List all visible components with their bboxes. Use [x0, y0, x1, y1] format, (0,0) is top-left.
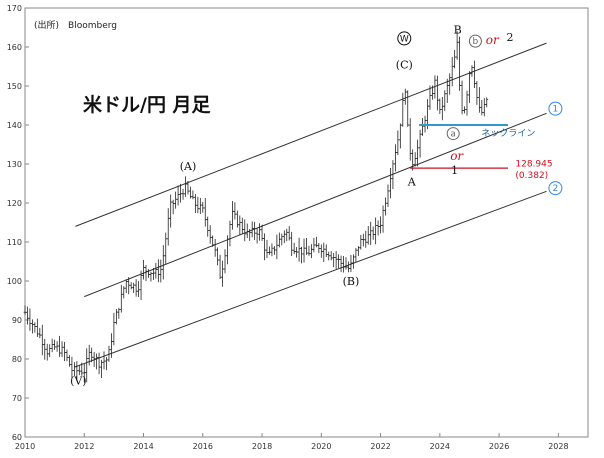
circle-2-label: 2	[553, 184, 559, 194]
level-lines	[410, 124, 508, 169]
chart-title: 米ドル/円 月足	[83, 93, 212, 116]
y-axis-labels: 60 70 80 90 100 110 120 130 140 150 160 170	[7, 4, 22, 442]
channel-lines	[75, 42, 547, 368]
y-tick-label: 140	[7, 121, 22, 130]
axis-ticks	[24, 7, 559, 438]
x-tick-label: 2014	[133, 442, 153, 451]
wave-2-label: 2	[507, 31, 514, 44]
circle-a-label: a	[450, 130, 456, 140]
y-tick-label: 130	[7, 160, 22, 169]
y-tick-label: 120	[7, 199, 22, 208]
circle-b-label: b	[473, 37, 479, 47]
y-tick-label: 150	[7, 82, 22, 91]
x-tick-label: 2022	[370, 442, 390, 451]
wave-label: (B)	[343, 275, 360, 288]
x-tick-label: 2010	[15, 442, 35, 451]
plot-frame	[24, 7, 589, 438]
y-tick-label: 160	[7, 43, 22, 52]
circle-w-label: W	[400, 34, 409, 44]
y-tick-label: 80	[12, 355, 22, 364]
wave-label: A	[407, 175, 417, 188]
channel-line	[75, 42, 547, 227]
circle-1-marker: 1	[548, 101, 563, 116]
plot-border	[24, 7, 589, 438]
channel-line	[84, 112, 547, 298]
y-tick-label: 70	[12, 394, 22, 403]
circle-2-marker: 2	[548, 181, 563, 196]
channel-line	[75, 190, 547, 368]
y-tick-label: 110	[7, 238, 22, 247]
level-ratio-label: (0.382)	[515, 171, 548, 181]
y-tick-label: 90	[12, 316, 22, 325]
price-candles	[23, 31, 489, 383]
circle-1-label: 1	[553, 105, 559, 115]
circle-b-marker: b	[468, 34, 482, 48]
wave-label: (V)	[70, 374, 87, 387]
y-tick-label: 100	[7, 277, 22, 286]
x-tick-label: 2028	[548, 442, 568, 451]
wave-label: (A)	[180, 160, 197, 173]
x-tick-label: 2026	[489, 442, 509, 451]
neckline-label: ネックライン	[481, 128, 535, 139]
wave-label: B	[454, 23, 462, 36]
wave-labels: (V) (A) (B) (C) A B 1	[70, 23, 462, 387]
x-tick-label: 2024	[430, 442, 450, 451]
y-tick-label: 170	[7, 4, 22, 13]
x-tick-label: 2012	[74, 442, 94, 451]
circle-w-marker: W	[397, 31, 412, 46]
source-label: (出所) Bloomberg	[34, 19, 117, 31]
circle-a-marker: a	[446, 127, 460, 141]
wave-label: (C)	[396, 58, 413, 71]
x-axis-labels: 2010 2012 2014 2016 2018 2020 2022 2024 2026 2028	[15, 442, 569, 451]
x-tick-label: 2016	[193, 442, 213, 451]
x-tick-label: 2018	[252, 442, 272, 451]
wave-label: 1	[451, 164, 458, 177]
or-mid-label: or	[450, 149, 464, 163]
level-value-label: 128.945	[515, 159, 552, 169]
or-top-label: or	[486, 33, 500, 47]
x-tick-label: 2020	[311, 442, 331, 451]
y-tick-label: 60	[12, 433, 22, 442]
